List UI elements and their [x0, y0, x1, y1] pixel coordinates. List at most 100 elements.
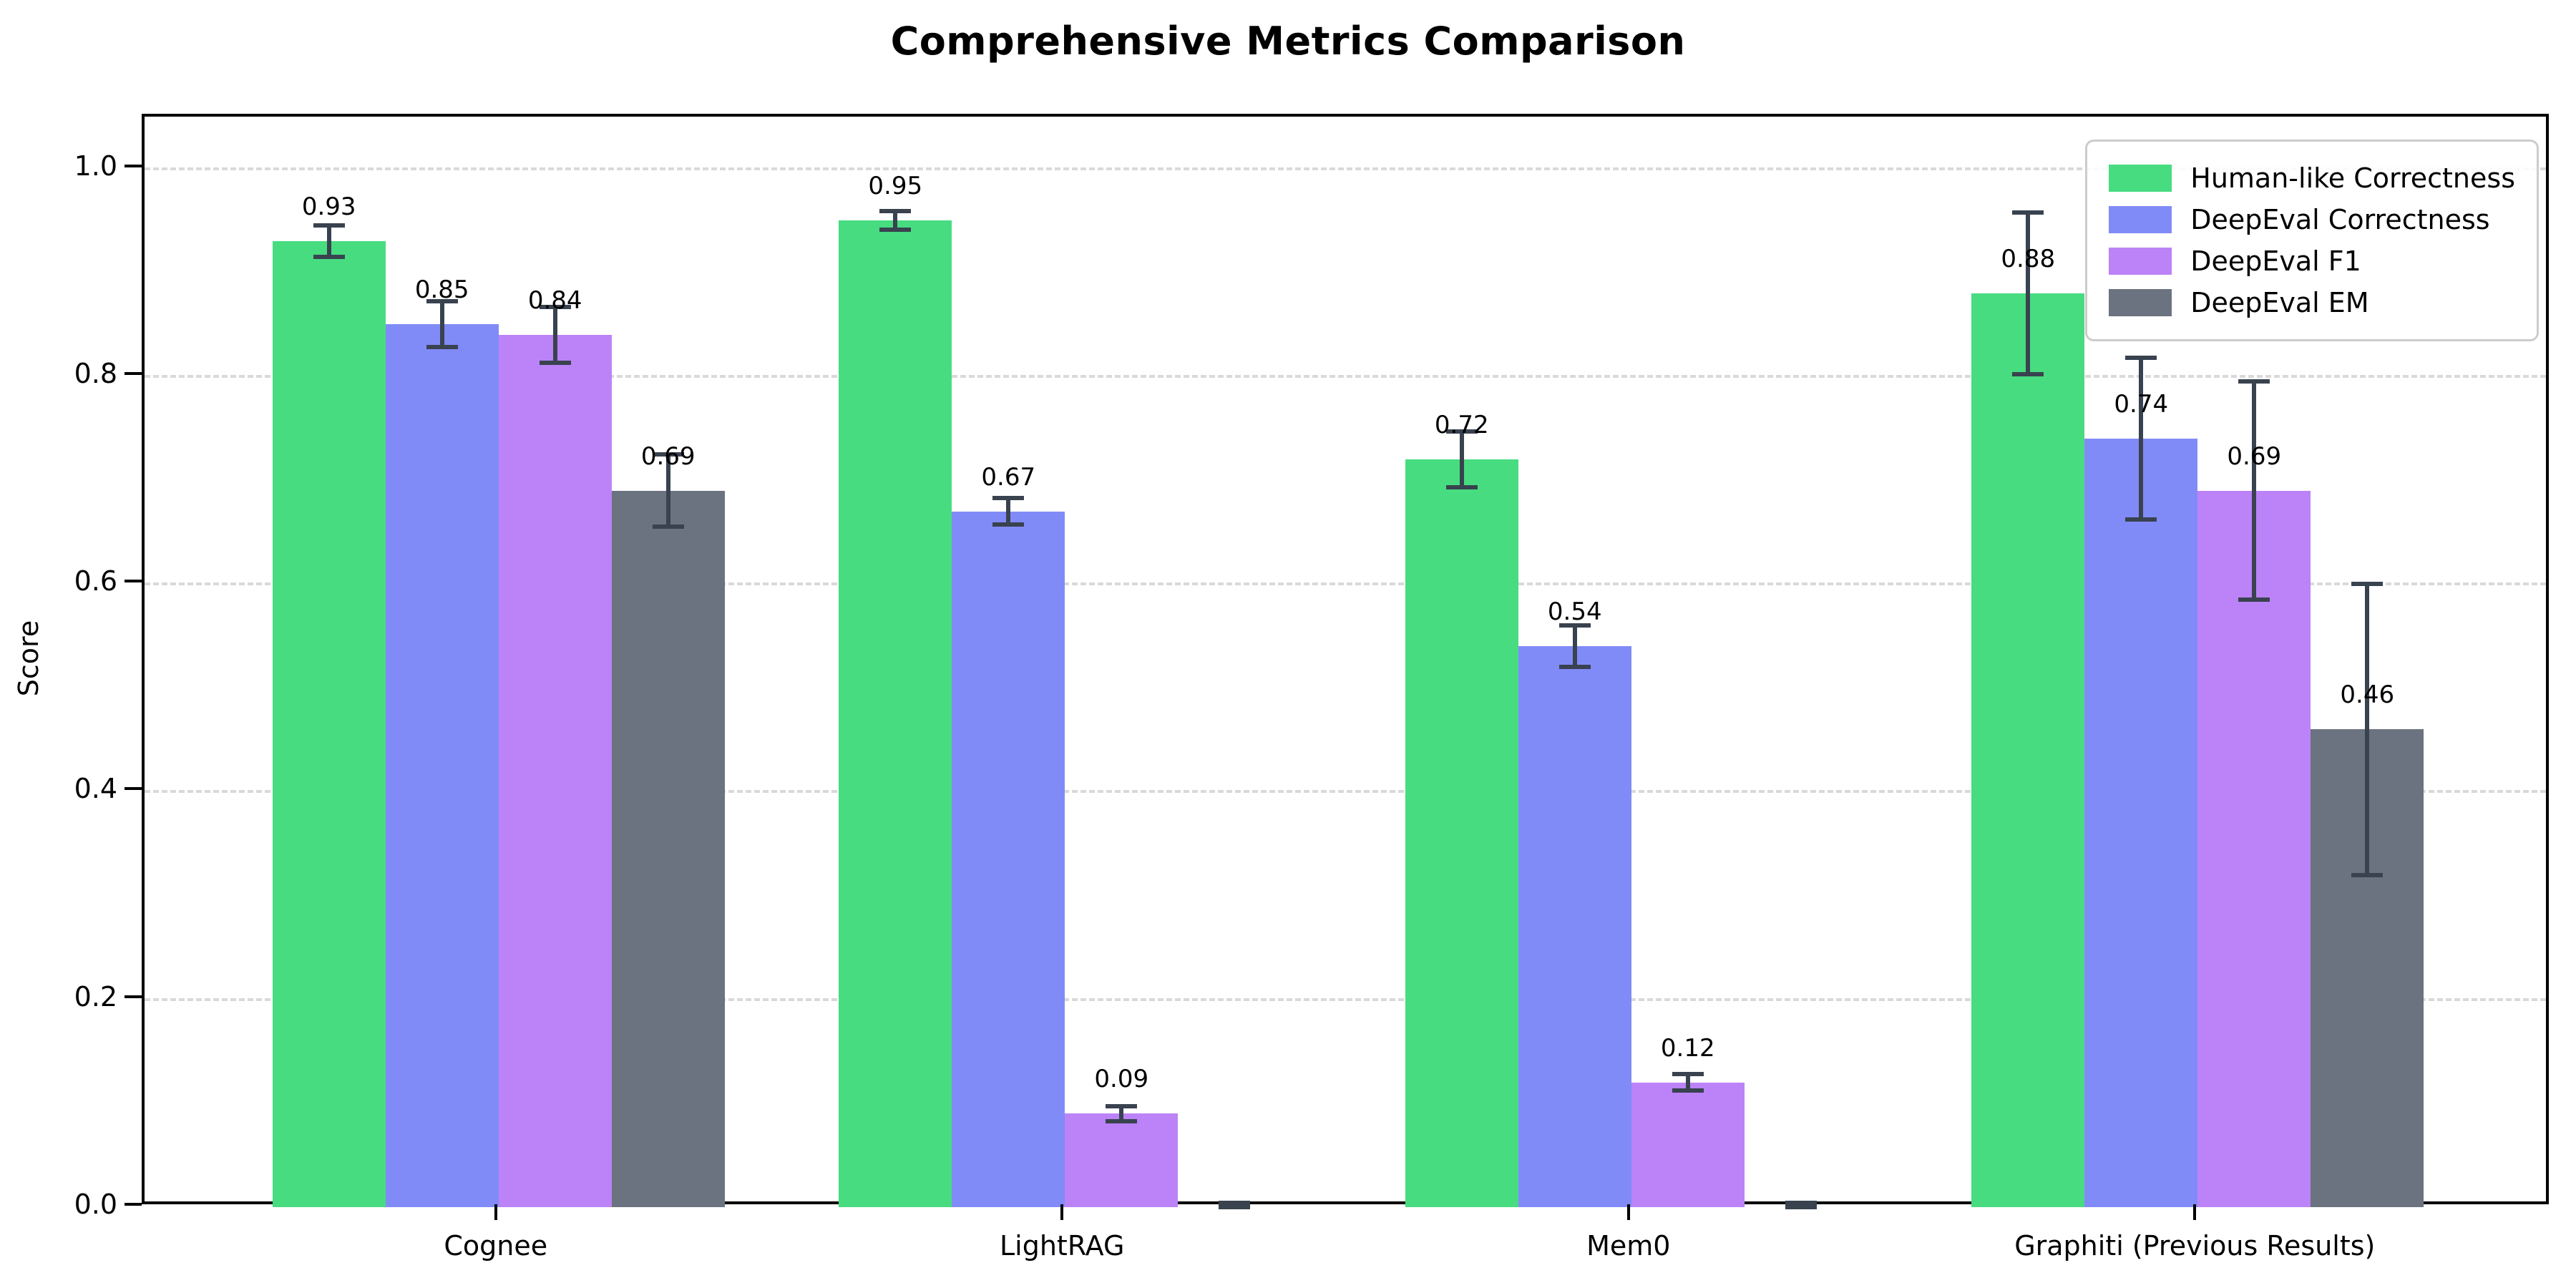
bar-value-label: 0.69 [2227, 441, 2282, 471]
y-tick-mark [125, 1203, 142, 1206]
error-bar-cap [2125, 355, 2157, 360]
legend-swatch [2109, 165, 2172, 192]
gridline-y-0.2 [145, 997, 2546, 1001]
error-bar-cap [1445, 429, 1478, 434]
x-tick-mark [2193, 1204, 2197, 1220]
gridline-y-0.6 [145, 582, 2546, 586]
bar-value-label: 0.88 [2001, 244, 2056, 273]
error-bar [326, 225, 331, 257]
bar-human-like-correctness-2 [839, 220, 952, 1207]
error-bar-cap [1558, 665, 1591, 670]
x-tick-label-2: LightRAG [999, 1230, 1125, 1262]
bar-value-label: 0.85 [414, 275, 469, 305]
error-bar-cap [1219, 1201, 1251, 1206]
bar-deepeval-correctness-1 [385, 324, 499, 1207]
error-bar [1119, 1106, 1124, 1121]
bar-deepeval-correctness-4 [2084, 438, 2198, 1207]
bar-value-label: 0.95 [868, 172, 923, 201]
error-bar-cap [879, 209, 912, 214]
bar-value-label: 0.54 [1547, 597, 1602, 627]
legend-label: DeepEval Correctness [2190, 204, 2490, 235]
legend-item-deepeval-correctness: DeepEval Correctness [2109, 199, 2515, 240]
error-bar-cap [1672, 1088, 1704, 1093]
legend-swatch [2109, 206, 2172, 233]
error-bar-cap [313, 223, 345, 228]
y-tick-mark [125, 787, 142, 791]
error-bar-cap [879, 228, 912, 233]
legend: Human-like Correctness DeepEval Correctne… [2085, 140, 2539, 341]
bar-deepeval-f1-3 [1631, 1082, 1745, 1207]
bar-deepeval-correctness-3 [1518, 646, 1631, 1207]
error-bar-cap [2351, 872, 2384, 877]
error-bar-cap [652, 452, 684, 457]
error-bar-cap [426, 299, 458, 304]
bar-value-label: 0.46 [2340, 680, 2395, 710]
gridline-y-0.4 [145, 790, 2546, 794]
legend-item-deepeval-f1: DeepEval F1 [2109, 240, 2515, 282]
bar-human-like-correctness-4 [1971, 293, 2085, 1207]
legend-item-deepeval-em: DeepEval EM [2109, 282, 2515, 323]
bar-value-label: 0.84 [527, 286, 582, 315]
bar-value-label: 0.69 [640, 441, 696, 471]
bar-value-label: 0.74 [2114, 389, 2169, 419]
error-bar-cap [1672, 1072, 1704, 1077]
y-axis-label: Score [13, 620, 44, 697]
error-bar-cap [2351, 582, 2384, 587]
error-bar [665, 454, 670, 527]
error-bar-cap [992, 495, 1025, 500]
error-bar-cap [1219, 1205, 1251, 1209]
legend-swatch [2109, 248, 2172, 275]
chart-title: Comprehensive Metrics Comparison [890, 19, 1686, 64]
bar-deepeval-f1-4 [2197, 490, 2311, 1207]
bar-value-label: 0.12 [1660, 1033, 1715, 1063]
legend-item-human-like-correctness: Human-like Correctness [2109, 157, 2515, 199]
error-bar-cap [2238, 597, 2270, 602]
bar-value-label: 0.93 [301, 192, 356, 222]
error-bar [1685, 1074, 1690, 1091]
legend-label: DeepEval F1 [2190, 245, 2361, 277]
bar-value-label: 0.67 [981, 462, 1036, 492]
error-bar-cap [2012, 210, 2044, 215]
error-bar-cap [1558, 623, 1591, 628]
error-bar [2252, 381, 2257, 600]
error-bar [1572, 625, 1577, 668]
bar-deepeval-em-1 [611, 490, 725, 1207]
bar-human-like-correctness-3 [1405, 459, 1518, 1207]
x-tick-label-3: Mem0 [1586, 1230, 1671, 1262]
error-bar-cap [1106, 1118, 1138, 1123]
y-tick-label: 0.2 [74, 980, 117, 1013]
y-tick-mark [125, 580, 142, 583]
error-bar [439, 301, 444, 348]
error-bar-cap [426, 345, 458, 350]
error-bar-cap [1785, 1205, 1817, 1209]
gridline-y-0.8 [145, 374, 2546, 378]
error-bar-cap [539, 360, 571, 365]
bar-human-like-correctness-1 [272, 241, 386, 1207]
error-bar-cap [992, 522, 1025, 527]
error-bar-cap [652, 525, 684, 530]
y-tick-label: 0.6 [74, 565, 117, 597]
x-tick-label-4: Graphiti (Previous Results) [2014, 1230, 2376, 1262]
y-tick-mark [125, 995, 142, 998]
error-bar-cap [313, 254, 345, 259]
error-bar [552, 306, 557, 363]
bar-value-label: 0.09 [1094, 1065, 1149, 1094]
error-bar-cap [539, 304, 571, 309]
error-bar-cap [1785, 1201, 1817, 1206]
legend-swatch [2109, 289, 2172, 316]
error-bar-cap [1106, 1104, 1138, 1109]
error-bar [2365, 584, 2370, 875]
x-tick-label-1: Cognee [444, 1230, 548, 1262]
error-bar [1006, 497, 1011, 525]
bar-deepeval-correctness-2 [952, 511, 1065, 1207]
y-tick-mark [125, 164, 142, 167]
x-tick-mark [1626, 1204, 1630, 1220]
bar-deepeval-f1-1 [498, 334, 612, 1207]
y-tick-mark [125, 371, 142, 375]
bar-deepeval-f1-2 [1065, 1113, 1179, 1207]
error-bar [1459, 431, 1464, 488]
bar-value-label: 0.72 [1434, 410, 1489, 439]
gridline-y-1.0 [145, 167, 2546, 170]
y-tick-label: 1.0 [74, 150, 117, 182]
y-tick-label: 0.4 [74, 773, 117, 805]
